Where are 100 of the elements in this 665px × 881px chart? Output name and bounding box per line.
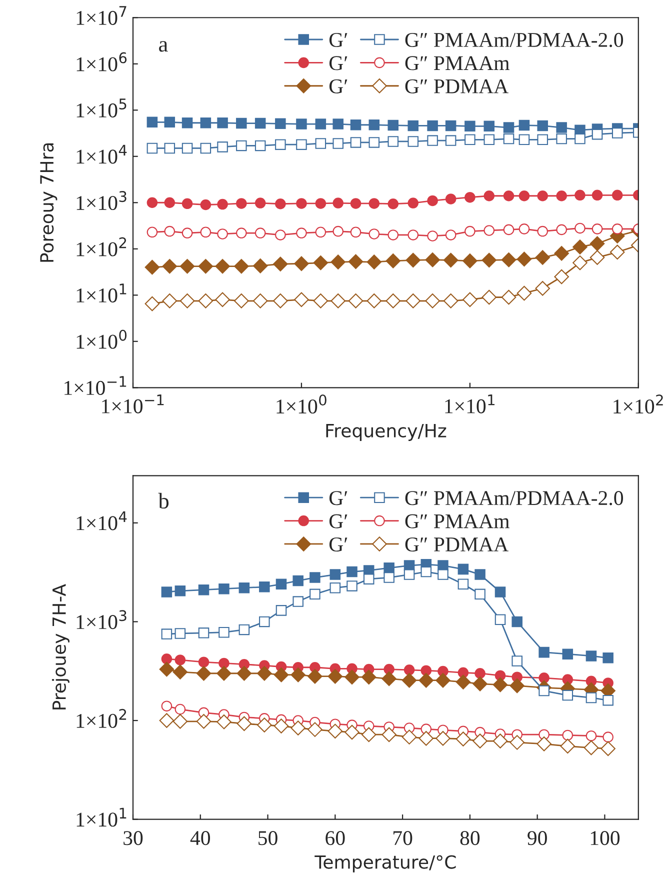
point <box>602 652 614 664</box>
y-tick-label: 1×10$^{2}$ <box>76 237 126 256</box>
point <box>257 718 272 732</box>
point <box>346 566 358 578</box>
point <box>404 664 415 676</box>
point <box>174 654 186 666</box>
point <box>538 685 550 696</box>
point <box>196 666 212 681</box>
point <box>436 730 450 746</box>
x-tick-label: 70 <box>394 831 412 846</box>
point <box>600 741 616 756</box>
point <box>218 583 230 594</box>
point <box>492 677 508 692</box>
x-tick-label: 1×10$^{−1}$ <box>102 394 164 414</box>
point <box>584 740 599 756</box>
point <box>472 676 488 692</box>
point <box>562 690 574 701</box>
x-axis-title: Frequency/Hz <box>326 424 446 441</box>
point <box>308 722 322 737</box>
point <box>420 566 432 578</box>
y-tick-label: 1×10$^{4}$ <box>76 144 127 164</box>
point <box>330 569 341 580</box>
point <box>510 735 524 750</box>
point <box>382 727 396 742</box>
point <box>161 700 172 712</box>
legend-label: G″ PMAAm <box>405 56 510 70</box>
y-axis-title: Prejouey 7H-A <box>52 584 70 710</box>
x-tick-label: 1×10$^{1}$ <box>445 394 494 414</box>
x-tick-label: 50 <box>258 831 278 846</box>
y-tick-label: 1×10$^{1}$ <box>76 808 126 827</box>
point <box>436 672 450 688</box>
legend-label: G″ PMAAm/PDMAA-2.0 <box>405 32 624 48</box>
x-tick-label: 40 <box>190 831 210 846</box>
point <box>174 628 186 639</box>
point <box>218 626 230 638</box>
point <box>418 672 434 688</box>
point <box>418 730 434 746</box>
point <box>492 734 508 748</box>
point <box>538 646 550 658</box>
point <box>586 650 597 662</box>
legend-label: G″ PMAAm/PDMAA-2.0 <box>405 491 624 506</box>
y-tick-label: 1×10$^{−1}$ <box>64 376 126 395</box>
point <box>290 720 306 736</box>
y-tick-label: 1×10$^{1}$ <box>76 284 126 302</box>
point <box>308 668 322 684</box>
point <box>512 616 522 628</box>
x-tick-label: 90 <box>528 831 547 846</box>
legend-label: G″ PDMAA <box>405 537 508 552</box>
x-axis-title: Temperature/°C <box>314 855 456 872</box>
y-tick-label: 1×10$^{7}$ <box>76 6 126 25</box>
point <box>363 574 374 584</box>
point <box>198 628 210 638</box>
point <box>344 724 360 740</box>
point <box>560 738 576 754</box>
point <box>274 718 289 734</box>
y-tick-label: 1×10$^{5}$ <box>76 98 126 118</box>
point <box>402 672 417 688</box>
point <box>216 666 232 681</box>
point <box>310 588 320 600</box>
point <box>238 624 250 636</box>
point <box>586 730 597 742</box>
point <box>510 678 524 694</box>
point <box>602 694 614 706</box>
point <box>330 582 341 594</box>
y-tick-label: 1×10$^{3}$ <box>76 191 126 210</box>
point <box>328 724 343 739</box>
point <box>344 670 360 684</box>
x-tick-label: 30 <box>124 831 143 846</box>
point <box>257 666 272 681</box>
point <box>458 578 469 590</box>
point <box>259 582 270 592</box>
point <box>198 584 210 596</box>
point <box>161 654 172 664</box>
legend-label: G′ <box>329 537 348 552</box>
point <box>472 734 488 748</box>
point <box>458 564 469 575</box>
point <box>198 656 210 668</box>
point <box>438 569 448 580</box>
point <box>172 664 188 680</box>
point <box>172 714 188 729</box>
legend-label: G′ <box>329 514 348 528</box>
legend-label: G″ PMAAm <box>405 514 510 528</box>
point <box>159 662 174 677</box>
point <box>384 664 394 675</box>
x-tick-label: 100 <box>590 831 620 846</box>
point <box>474 569 486 580</box>
legend-label: G′ <box>329 491 348 506</box>
point <box>538 672 550 684</box>
point <box>494 614 506 625</box>
x-tick-label: 1×10$^{0}$ <box>276 394 326 414</box>
y-tick-label: 1×10$^{6}$ <box>76 52 127 72</box>
x-tick-label: 60 <box>326 831 345 846</box>
annotation: a <box>159 41 168 52</box>
point <box>274 667 289 682</box>
y-tick-label: 1×10$^{3}$ <box>76 610 126 630</box>
point <box>310 572 320 583</box>
point <box>218 658 230 669</box>
x-tick-label: 80 <box>460 831 480 846</box>
point <box>512 656 522 666</box>
point <box>456 674 471 690</box>
